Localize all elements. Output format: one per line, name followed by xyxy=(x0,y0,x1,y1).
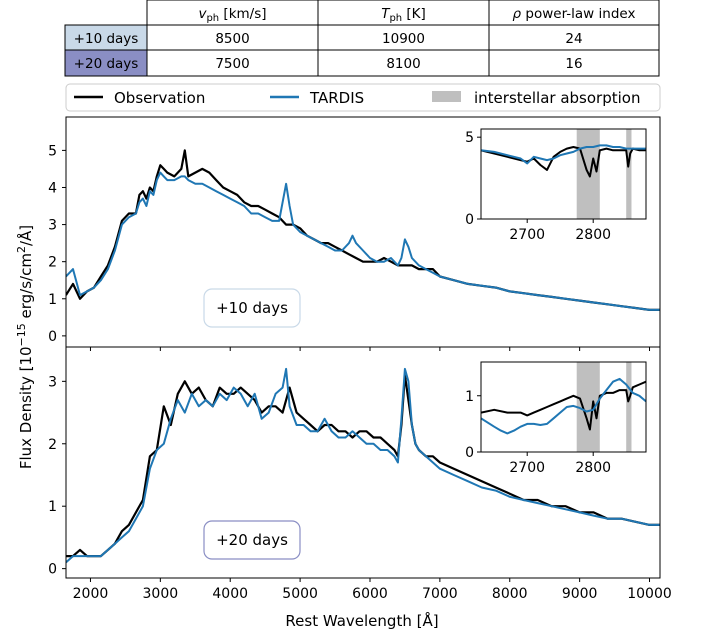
observation-line xyxy=(66,374,660,558)
x-tick-label: 9000 xyxy=(562,586,598,602)
table-cell-value: 7500 xyxy=(215,56,249,72)
panel-plus10: 0 1 2 3 4 5 +10 days 0 5 2700 2800 xyxy=(48,116,661,351)
table-cell xyxy=(317,49,490,77)
legend-observation-label: Observation xyxy=(114,89,205,107)
inset-tardis-line xyxy=(481,144,646,165)
parameter-table: vph [km/s] Tph [K] ρ power-law index +10 da… xyxy=(64,0,660,77)
table-header-label: Tph [K] xyxy=(381,6,426,24)
x-axis-label: Rest Wavelength [Å] xyxy=(285,611,438,630)
table-row-label: +10 days xyxy=(74,31,139,47)
table-row-label: +20 days xyxy=(74,56,139,72)
y-tick-label: 0 xyxy=(48,329,57,345)
inset-panel: 0 1 2700 2800 xyxy=(465,361,647,476)
table-cell-value: 10900 xyxy=(382,31,425,47)
table-header-cell xyxy=(488,0,660,26)
table-cell xyxy=(146,49,319,77)
absorption-band xyxy=(626,129,632,219)
y-tick-label: 1 xyxy=(48,499,57,515)
x-tick-label: 2000 xyxy=(73,586,109,602)
y-tick-label: 4 xyxy=(48,180,57,196)
panel-annotation-box xyxy=(203,520,301,560)
y-tick-label: 3 xyxy=(48,218,57,234)
y-tick-label: 3 xyxy=(48,374,57,390)
inset-y-tick-label: 0 xyxy=(465,445,474,461)
panel-plus20: 0 1 2 3 2000 3000 4000 5000 6000 7000 8000 9000 1000… xyxy=(48,346,672,602)
panel-annotation: +10 days xyxy=(216,299,288,317)
y-tick-label: 0 xyxy=(48,562,57,578)
legend-tardis-label: TARDIS xyxy=(309,89,364,107)
x-tick-label: 7000 xyxy=(422,586,458,602)
inset-x-tick-label: 2800 xyxy=(575,227,611,243)
inset-x-tick-label: 2700 xyxy=(509,460,545,476)
legend: Observation TARDIS interstellar absorption xyxy=(65,83,661,112)
x-tick-label: 10000 xyxy=(627,586,672,602)
inset-y-tick-label: 0 xyxy=(465,212,474,228)
inset-y-tick-label: 5 xyxy=(465,130,474,146)
inset-observation-line xyxy=(481,380,646,431)
inset-panel: 0 5 2700 2800 xyxy=(465,128,647,243)
legend-absorption-label: interstellar absorption xyxy=(474,89,640,107)
y-axis-label: Flux Density [10−15 erg/s/cm2/Å] xyxy=(15,225,35,469)
table-cell xyxy=(317,24,490,51)
table-header-label: vph [km/s] xyxy=(198,6,266,24)
panel-annotation: +20 days xyxy=(216,531,288,549)
tardis-line xyxy=(66,171,660,311)
inset-x-tick-label: 2700 xyxy=(509,227,545,243)
inset-frame xyxy=(480,361,647,453)
absorption-band xyxy=(626,362,632,452)
table-header-cell xyxy=(146,0,319,26)
inset-tardis-line xyxy=(481,377,646,435)
x-tick-label: 5000 xyxy=(282,586,318,602)
tardis-line xyxy=(66,367,660,564)
y-tick-label: 5 xyxy=(48,143,57,159)
table-cell xyxy=(488,24,660,51)
table-header-label: ρ power-law index xyxy=(513,6,636,22)
panel-annotation-box xyxy=(203,288,301,328)
absorption-band xyxy=(576,362,600,452)
table-cell-value: 8500 xyxy=(215,31,249,47)
spectra-panels: 0 1 2 3 4 5 +10 days 0 5 2700 2800 0 1 2 3 2000 3000 4000… xyxy=(48,116,672,602)
inset-y-tick-label: 1 xyxy=(465,389,474,405)
inset-frame xyxy=(480,128,647,220)
y-tick-label: 1 xyxy=(48,292,57,308)
x-tick-label: 8000 xyxy=(492,586,528,602)
table-cell-value: 16 xyxy=(565,56,582,72)
table-cell-value: 8100 xyxy=(386,56,420,72)
table-row-label-cell xyxy=(64,24,148,51)
y-axis-label-text: Flux Density [10−15 erg/s/cm2/Å] xyxy=(15,225,35,469)
table-cell-value: 24 xyxy=(565,31,582,47)
y-tick-label: 2 xyxy=(48,437,57,453)
table-row-label-cell xyxy=(64,49,148,77)
inset-x-tick-label: 2800 xyxy=(575,460,611,476)
x-tick-label: 4000 xyxy=(212,586,248,602)
y-tick-label: 2 xyxy=(48,255,57,271)
legend-absorption-swatch xyxy=(432,91,461,102)
x-tick-label: 6000 xyxy=(352,586,388,602)
legend-frame xyxy=(65,83,661,112)
table-cell xyxy=(488,49,660,77)
panel-frame xyxy=(65,346,661,579)
x-tick-label: 3000 xyxy=(143,586,179,602)
